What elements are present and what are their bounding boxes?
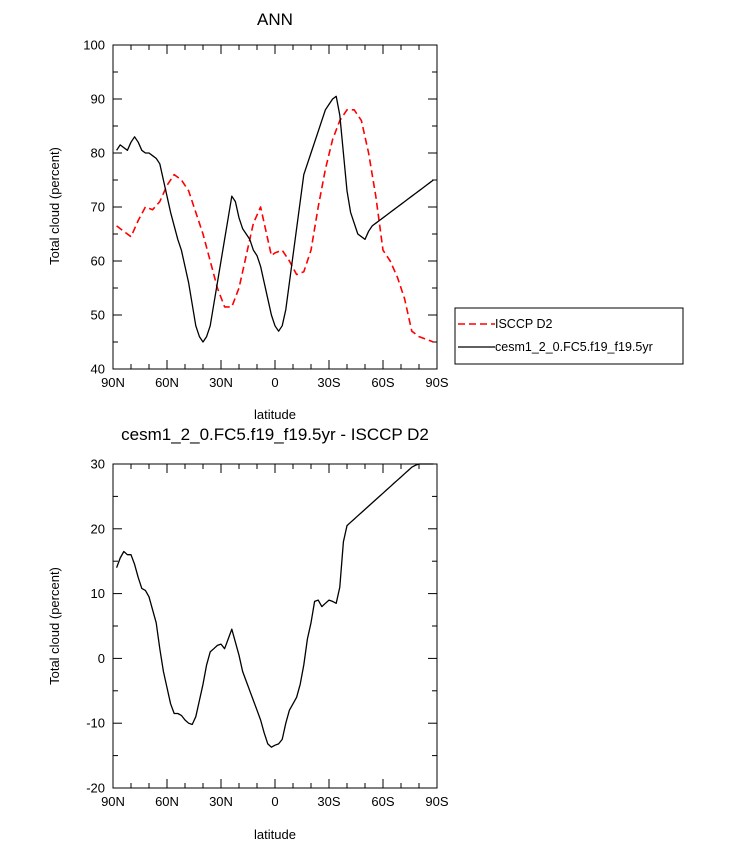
panel-2-title: cesm1_2_0.FC5.f19_f19.5yr - ISCCP D2 bbox=[121, 425, 429, 444]
panel-1-ytick-label: 60 bbox=[91, 254, 105, 269]
panel-1-xtick-label: 90N bbox=[101, 375, 125, 390]
panel-1-series-line-1 bbox=[116, 95, 434, 343]
panel-1-xtick-label: 30S bbox=[317, 375, 340, 390]
panel-1-ytick-label: 80 bbox=[91, 146, 105, 161]
legend-box bbox=[454, 307, 684, 365]
legend-label-isccp: ISCCP D2 bbox=[495, 317, 552, 331]
panel-1-ytick-label: 100 bbox=[83, 38, 105, 53]
panel-2-xtick-label: 90N bbox=[101, 794, 125, 809]
panel-2-xtick-label: 0 bbox=[271, 794, 278, 809]
panel-1-xlabel: latitude bbox=[254, 407, 296, 422]
panel-2-ytick-label: 20 bbox=[91, 521, 105, 536]
panel-2-ylabel: Total cloud (percent) bbox=[47, 567, 62, 685]
panel-2-xlabel: latitude bbox=[254, 827, 296, 842]
panel-2-lines bbox=[115, 463, 434, 748]
panel-2-xtick-label: 30N bbox=[209, 794, 233, 809]
panel-2-ytick-label: 30 bbox=[91, 457, 105, 472]
panel-2-ticks: -20 -10 0 10 20 30 90N 60N 30N 0 30S 60S 90S bbox=[86, 457, 449, 810]
panel-1-ytick-label: 50 bbox=[91, 308, 105, 323]
panel-1-ytick-label: 40 bbox=[91, 362, 105, 377]
panel-1-ytick-label: 90 bbox=[91, 92, 105, 107]
panel-2-xtick-label: 90S bbox=[425, 794, 448, 809]
panel-1-ytick-label: 70 bbox=[91, 200, 105, 215]
panel-1-series-line-0 bbox=[116, 109, 434, 343]
panel-1-frame bbox=[112, 44, 438, 370]
panel-1-xtick-label: 90S bbox=[425, 375, 448, 390]
panel-2-xtick-label: 60S bbox=[371, 794, 394, 809]
panel-1-xtick-label: 60S bbox=[371, 375, 394, 390]
panel-2-frame bbox=[112, 463, 438, 789]
panel-2-series-line-0 bbox=[115, 463, 434, 748]
panel-annual: ANN Total cloud (percent) latitude 40 50 6… bbox=[47, 10, 449, 422]
panel-difference: cesm1_2_0.FC5.f19_f19.5yr - ISCCP D2 Tot… bbox=[47, 425, 449, 842]
panel-2-ytick-label: -20 bbox=[86, 781, 105, 796]
panel-1-ticks: 40 50 60 70 80 90 100 90N 60N 30N 0 30S 60S 90S bbox=[83, 38, 449, 391]
panel-2-ytick-label: 10 bbox=[91, 586, 105, 601]
panel-1-title: ANN bbox=[257, 10, 293, 29]
panel-2-ytick-label: -10 bbox=[86, 716, 105, 731]
legend-label-cesm: cesm1_2_0.FC5.f19_f19.5yr bbox=[495, 340, 653, 354]
panel-2-ytick-label: 0 bbox=[98, 651, 105, 666]
panel-1-xtick-label: 60N bbox=[155, 375, 179, 390]
panel-1-ylabel: Total cloud (percent) bbox=[47, 147, 62, 265]
panel-1-xtick-label: 30N bbox=[209, 375, 233, 390]
panel-2-xtick-label: 60N bbox=[155, 794, 179, 809]
legend: ISCCP D2 cesm1_2_0.FC5.f19_f19.5yr bbox=[454, 307, 684, 365]
panel-1-lines bbox=[116, 95, 434, 343]
panel-2-xtick-label: 30S bbox=[317, 794, 340, 809]
panel-1-xtick-label: 0 bbox=[271, 375, 278, 390]
